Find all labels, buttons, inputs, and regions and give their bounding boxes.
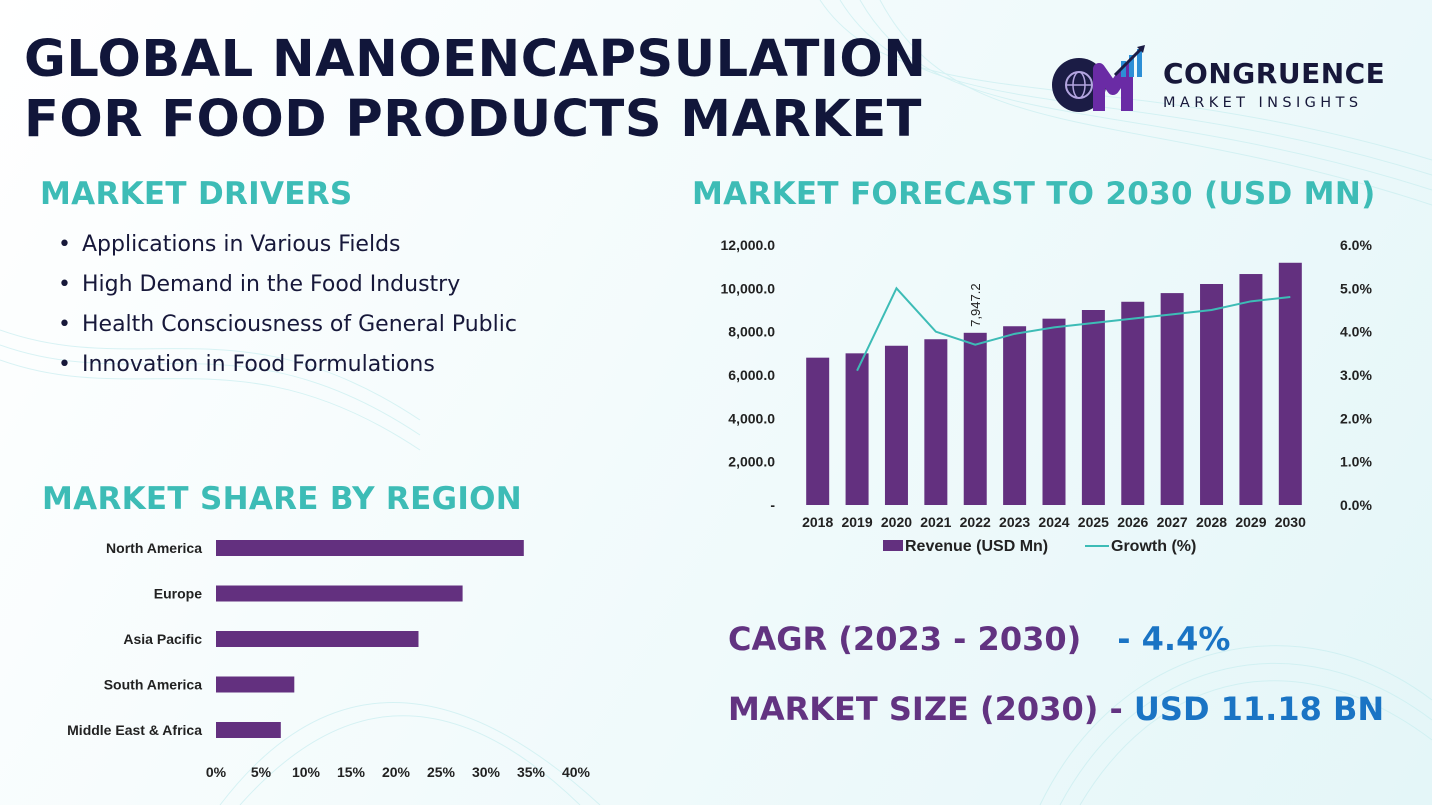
revenue-bar — [1278, 262, 1302, 505]
x-tick-label: 10% — [292, 764, 321, 780]
region-bar — [216, 676, 295, 693]
driver-item: • Applications in Various Fields — [58, 232, 401, 257]
region-bar — [216, 722, 281, 738]
region-bar — [216, 585, 463, 602]
drivers-list: • Applications in Various Fields • High De… — [58, 230, 517, 390]
market-size-stat: MARKET SIZE (2030) - USD 11.18 BN — [728, 690, 1384, 728]
forecast-chart: - 2,000.0 4,000.0 6,000.0 8,000.0 10,000.0 12,… — [721, 237, 1373, 555]
x-tick-label: 2025 — [1078, 514, 1109, 530]
legend-growth-label: Growth (%) — [1111, 538, 1196, 555]
x-tick-label: 2021 — [920, 514, 951, 530]
cagr-stat: CAGR (2023 - 2030) - 4.4% — [728, 620, 1230, 658]
x-tick-label: 40% — [562, 764, 591, 780]
page-title: GLOBAL NANOENCAPSULATION FOR FOOD PRODUC… — [24, 30, 926, 150]
driver-item: • Health Consciousness of General Public — [58, 312, 517, 337]
y-tick-label: - — [770, 497, 775, 513]
x-tick-label: 2024 — [1038, 514, 1069, 530]
region-bar — [216, 631, 419, 647]
driver-item-label: Innovation in Food Formulations — [82, 352, 435, 377]
y2-tick-label: 6.0% — [1340, 237, 1372, 253]
revenue-bar — [884, 345, 908, 505]
y2-tick-label: 0.0% — [1340, 497, 1372, 513]
y-tick-label: 2,000.0 — [728, 454, 775, 470]
x-tick-label: 25% — [427, 764, 456, 780]
region-label: Middle East & Africa — [67, 722, 202, 738]
y2-tick-label: 4.0% — [1340, 324, 1372, 340]
x-tick-label: 2022 — [960, 514, 991, 530]
y-tick-label: 4,000.0 — [728, 410, 775, 426]
revenue-bar — [845, 353, 869, 505]
revenue-bar — [1081, 310, 1105, 505]
y-tick-label: 12,000.0 — [721, 237, 776, 253]
legend-revenue-swatch — [883, 540, 903, 551]
region-label: Europe — [154, 586, 202, 602]
region-label: North America — [106, 540, 202, 556]
y-tick-label: 8,000.0 — [728, 324, 775, 340]
y2-tick-label: 2.0% — [1340, 410, 1372, 426]
revenue-bar — [806, 357, 830, 505]
x-tick-label: 15% — [337, 764, 366, 780]
x-tick-label: 2023 — [999, 514, 1030, 530]
region-chart: North America Europe Asia Pacific South Ame… — [67, 540, 591, 780]
driver-item-label: Health Consciousness of General Public — [82, 312, 517, 337]
market-size-value: USD 11.18 BN — [1133, 690, 1385, 728]
brand-logo: CONGRUENCE MARKET INSIGHTS — [1045, 45, 1395, 120]
x-tick-label: 2027 — [1157, 514, 1188, 530]
growth-line — [856, 286, 1291, 372]
x-tick-label: 2028 — [1196, 514, 1227, 530]
revenue-bar — [1121, 301, 1145, 505]
legend-revenue-label: Revenue (USD Mn) — [905, 538, 1048, 555]
revenue-bar — [1160, 293, 1184, 505]
x-tick-label: 2018 — [802, 514, 833, 530]
region-label: South America — [104, 677, 202, 693]
x-tick-label: 2019 — [841, 514, 872, 530]
driver-item-label: Applications in Various Fields — [82, 232, 401, 257]
region-heading: MARKET SHARE BY REGION — [42, 481, 523, 517]
x-tick-label: 30% — [472, 764, 501, 780]
x-tick-label: 35% — [517, 764, 546, 780]
x-tick-label: 2020 — [881, 514, 912, 530]
revenue-bar — [963, 332, 987, 505]
driver-item: • Innovation in Food Formulations — [58, 352, 435, 377]
logo-name: CONGRUENCE — [1163, 57, 1386, 90]
revenue-bar — [1200, 284, 1224, 505]
market-size-label: MARKET SIZE (2030) - — [728, 690, 1123, 728]
drivers-heading: MARKET DRIVERS — [40, 176, 353, 212]
revenue-bar — [1042, 318, 1066, 505]
y2-tick-label: 3.0% — [1340, 367, 1372, 383]
y-tick-label: 10,000.0 — [721, 280, 776, 296]
x-tick-label: 5% — [251, 764, 272, 780]
y2-tick-label: 5.0% — [1340, 280, 1372, 296]
region-label: Asia Pacific — [123, 631, 202, 647]
logo-emblem-icon — [1052, 45, 1145, 112]
page-title-line-1: GLOBAL NANOENCAPSULATION — [24, 30, 927, 89]
driver-item-label: High Demand in the Food Industry — [82, 272, 461, 297]
revenue-bar — [1003, 326, 1027, 505]
y-tick-label: 6,000.0 — [728, 367, 775, 383]
x-tick-label: 2029 — [1235, 514, 1266, 530]
revenue-data-label: 7,947.2 — [968, 283, 983, 326]
forecast-heading: MARKET FORECAST TO 2030 (USD MN) — [692, 176, 1376, 212]
page-title-line-2: FOR FOOD PRODUCTS MARKET — [24, 90, 922, 149]
y2-tick-label: 1.0% — [1340, 454, 1372, 470]
logo-subtitle: MARKET INSIGHTS — [1163, 95, 1363, 111]
x-tick-label: 20% — [382, 764, 411, 780]
revenue-bar — [924, 339, 948, 505]
cagr-value: - 4.4% — [1117, 620, 1231, 658]
x-tick-label: 2030 — [1275, 514, 1306, 530]
x-tick-label: 0% — [206, 764, 227, 780]
region-bar — [216, 540, 524, 556]
driver-item: • High Demand in the Food Industry — [58, 272, 461, 297]
cagr-label: CAGR (2023 - 2030) — [728, 620, 1082, 658]
x-tick-label: 2026 — [1117, 514, 1148, 530]
revenue-bar — [1239, 274, 1263, 505]
